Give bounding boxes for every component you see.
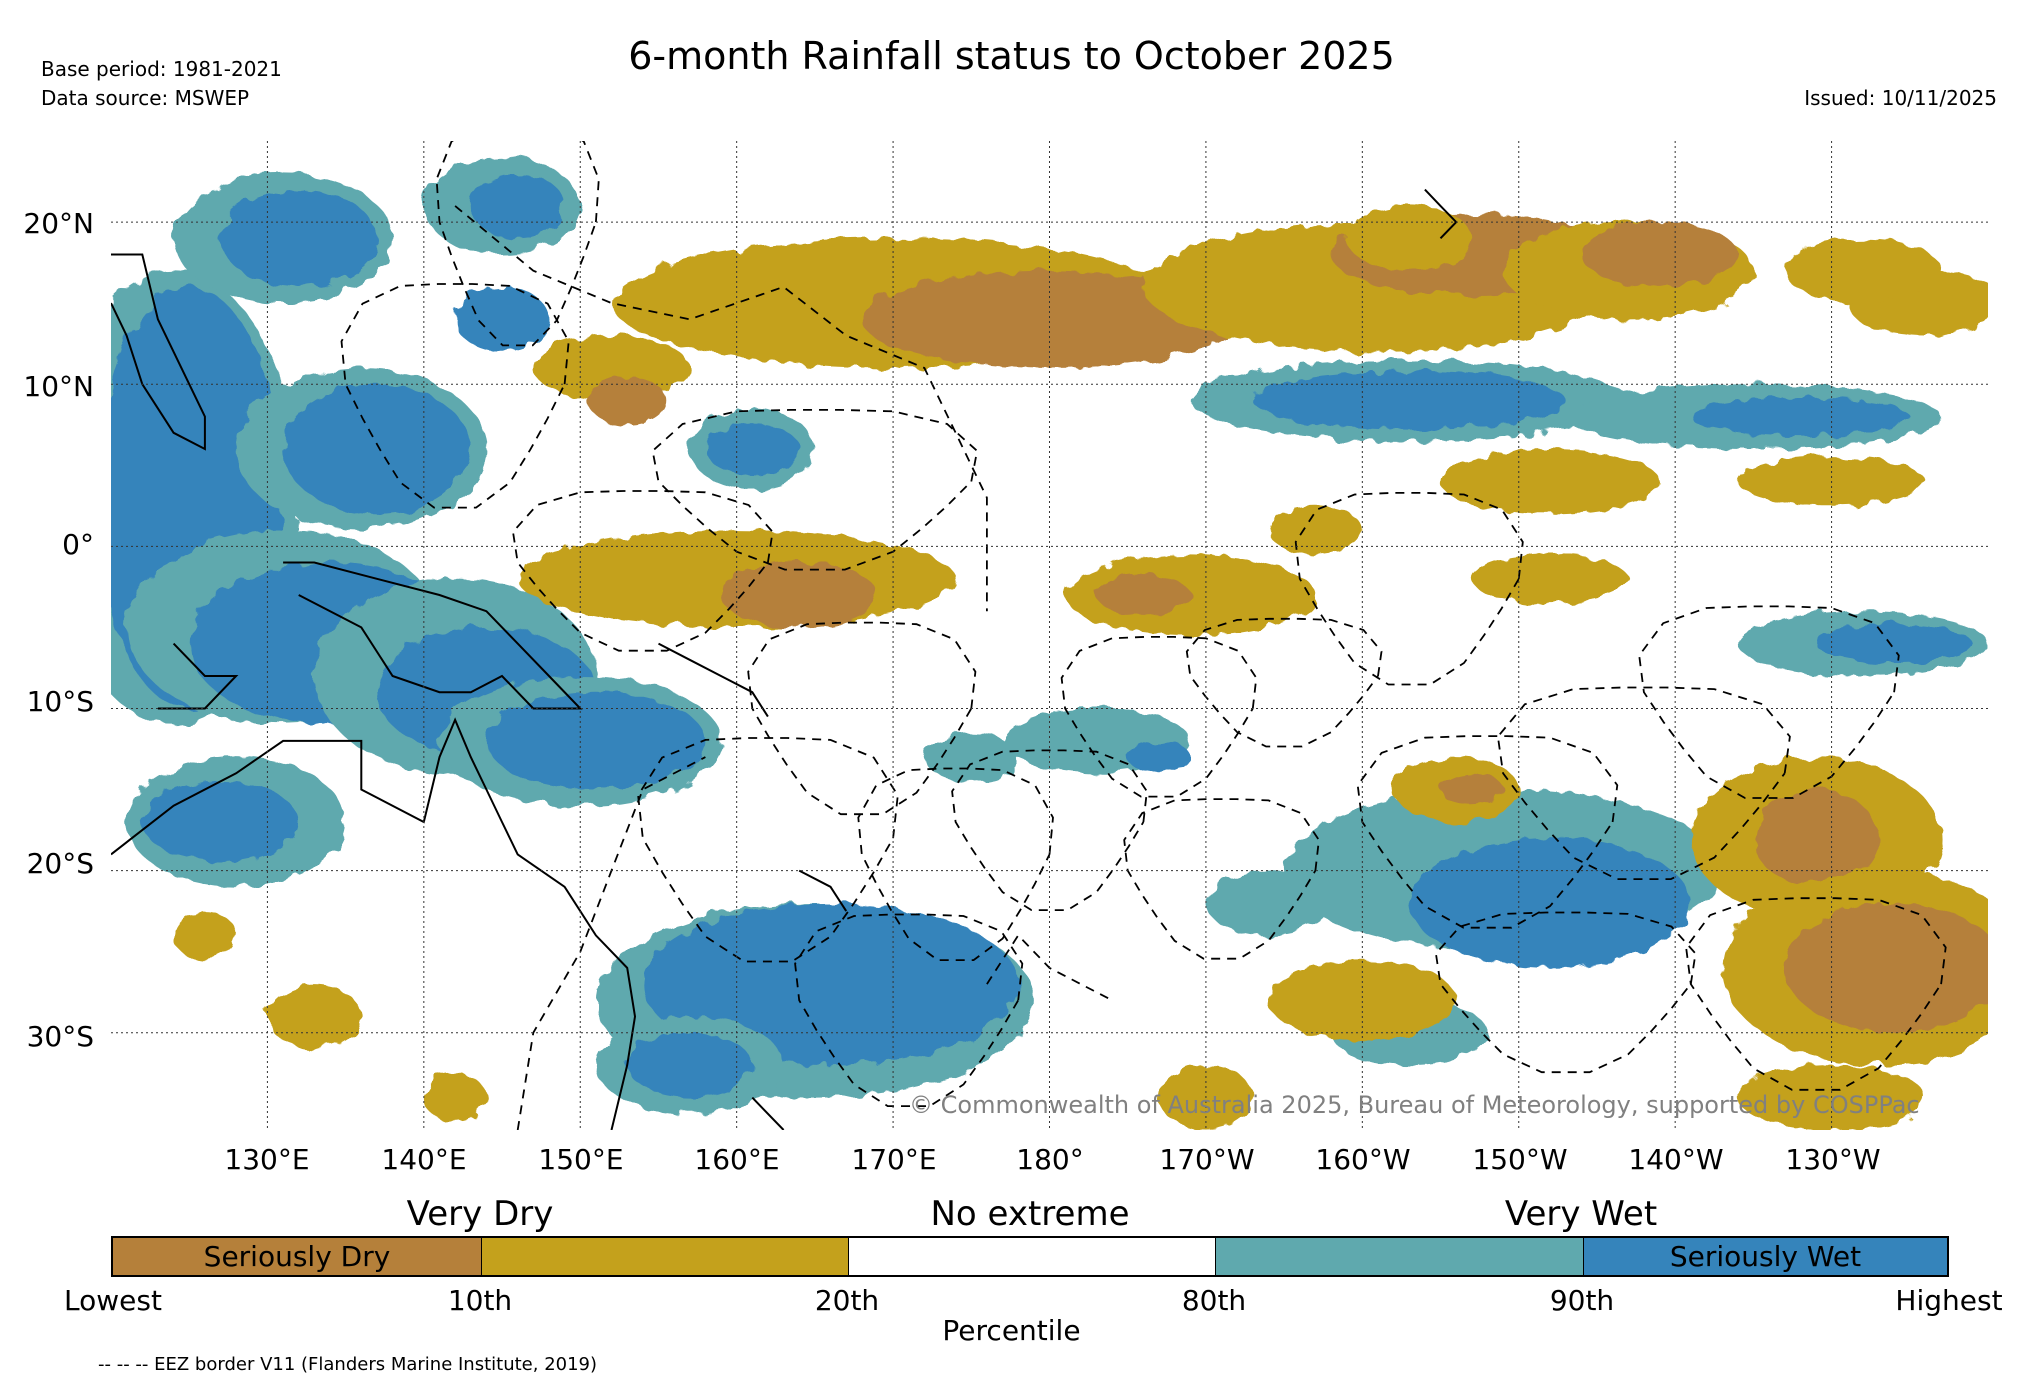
very-dry-region	[1268, 959, 1457, 1041]
color-bar: Seriously Dry Seriously Wet	[111, 1236, 1949, 1277]
seriously-dry-region	[1784, 903, 1988, 1033]
seriously-dry-region	[1581, 222, 1738, 287]
eez-boundary	[1496, 686, 1791, 880]
solomon-islands-coastline	[658, 642, 769, 718]
very-dry-region	[1440, 449, 1660, 514]
base-period: Base period: 1981-2021	[41, 57, 282, 81]
philippines-coastline	[111, 253, 206, 451]
percentile-tick: 90th	[1549, 1284, 1615, 1317]
eez-boundary	[454, 205, 988, 612]
eez-boundary	[1434, 911, 1697, 1074]
very-wet-region	[1205, 870, 1332, 936]
very-dry-region	[1346, 205, 1472, 271]
seriously-dry-region	[861, 270, 1238, 368]
copyright-note: © Commonwealth of Australia 2025, Bureau…	[909, 1091, 1920, 1119]
new-guinea-coastline	[283, 561, 583, 710]
legend-swatch-seriously-dry: Seriously Dry	[113, 1238, 481, 1275]
percentile-tick: 10th	[447, 1284, 513, 1317]
eez-boundary	[516, 756, 706, 1130]
eez-boundary	[637, 737, 899, 963]
eez-boundary	[1185, 617, 1383, 748]
seriously-dry-region	[1753, 789, 1879, 887]
seriously-wet-region	[486, 692, 706, 790]
eez-boundary	[986, 933, 1113, 1002]
seriously-wet-region	[455, 286, 549, 352]
new-zealand-coastline	[751, 1096, 785, 1130]
lon-tick-label: 130°E	[224, 1143, 310, 1176]
lon-tick-label: 160°E	[694, 1143, 780, 1176]
lon-tick-label: 170°E	[851, 1143, 937, 1176]
eez-boundary	[435, 141, 600, 347]
seriously-wet-region	[142, 781, 299, 863]
hawaii-coastline	[1424, 188, 1458, 239]
eez-boundary	[857, 767, 1054, 961]
very-dry-region	[1784, 238, 1942, 304]
percentile-tick: Lowest	[64, 1284, 162, 1317]
seriously-wet-region	[283, 384, 471, 514]
seriously-dry-region	[721, 562, 878, 628]
seriously-wet-region	[470, 173, 565, 239]
lat-tick-label: 30°S	[26, 1020, 94, 1053]
seriously-wet-region	[220, 189, 377, 287]
very-dry-region	[423, 1073, 487, 1122]
percentile-tick: Highest	[1895, 1284, 2003, 1317]
eez-boundary	[512, 490, 774, 652]
lon-tick-label: 170°W	[1159, 1143, 1255, 1176]
legend-heading-normal: No extreme	[930, 1194, 1130, 1234]
data-source: Data source: MSWEP	[41, 86, 250, 110]
lat-tick-label: 20°N	[23, 207, 94, 240]
page-title: 6-month Rainfall status to October 2025	[628, 34, 1395, 78]
legend-heading-dry: Very Dry	[406, 1194, 554, 1234]
australia-coastline	[111, 717, 637, 1130]
lat-tick-label: 0°	[62, 528, 94, 561]
seriously-wet-region	[1815, 624, 1973, 664]
seriously-wet-region	[627, 1032, 753, 1098]
very-dry-region	[267, 984, 362, 1049]
very-dry-region	[1471, 554, 1629, 604]
eez-boundary	[794, 913, 1024, 1107]
legend-swatch-very-wet	[1215, 1238, 1583, 1275]
coastline-layer	[111, 188, 1458, 1130]
seriously-wet-region	[1690, 397, 1910, 437]
lon-tick-label: 130°W	[1785, 1143, 1881, 1176]
lon-tick-label: 180°	[1016, 1143, 1084, 1176]
seriously-dry-region	[1440, 773, 1504, 806]
lon-tick-label: 150°W	[1472, 1143, 1568, 1176]
eez-boundary	[951, 749, 1148, 911]
eez-footnote: -- -- -- EEZ border V11 (Flanders Marine…	[98, 1354, 598, 1375]
percentile-tick: 80th	[1181, 1284, 1247, 1317]
lon-tick-label: 150°E	[538, 1143, 624, 1176]
very-dry-region	[1268, 505, 1363, 555]
seriously-wet-region	[1409, 838, 1691, 968]
eez-boundary	[1060, 636, 1258, 798]
lon-tick-label: 140°E	[381, 1143, 467, 1176]
percentile-axis-label: Percentile	[942, 1314, 1081, 1347]
lat-tick-label: 10°N	[23, 370, 94, 403]
timor-coastline	[157, 642, 239, 710]
percentile-tick: 20th	[814, 1284, 880, 1317]
legend-swatch-very-dry	[481, 1238, 848, 1275]
issued-date: Issued: 10/11/2025	[1804, 86, 1997, 110]
seriously-dry-region	[1096, 575, 1191, 615]
lat-tick-label: 10°S	[26, 685, 94, 718]
eez-boundary	[1294, 492, 1524, 686]
legend-heading-wet: Very Wet	[1504, 1194, 1658, 1234]
seriously-wet-region	[705, 423, 800, 475]
seriously-wet-region	[1127, 740, 1191, 774]
lon-tick-label: 160°W	[1315, 1143, 1411, 1176]
legend-swatch-seriously-wet: Seriously Wet	[1583, 1238, 1947, 1275]
seriously-wet-region	[1252, 371, 1566, 430]
new-caledonia-coastline	[798, 869, 848, 912]
lat-tick-label: 20°S	[26, 847, 94, 880]
lon-tick-label: 140°W	[1628, 1143, 1724, 1176]
very-dry-region	[173, 911, 237, 960]
very-dry-region	[1065, 554, 1316, 636]
seriously-dry-region	[588, 376, 667, 425]
legend-swatch-no-extreme	[848, 1238, 1215, 1275]
